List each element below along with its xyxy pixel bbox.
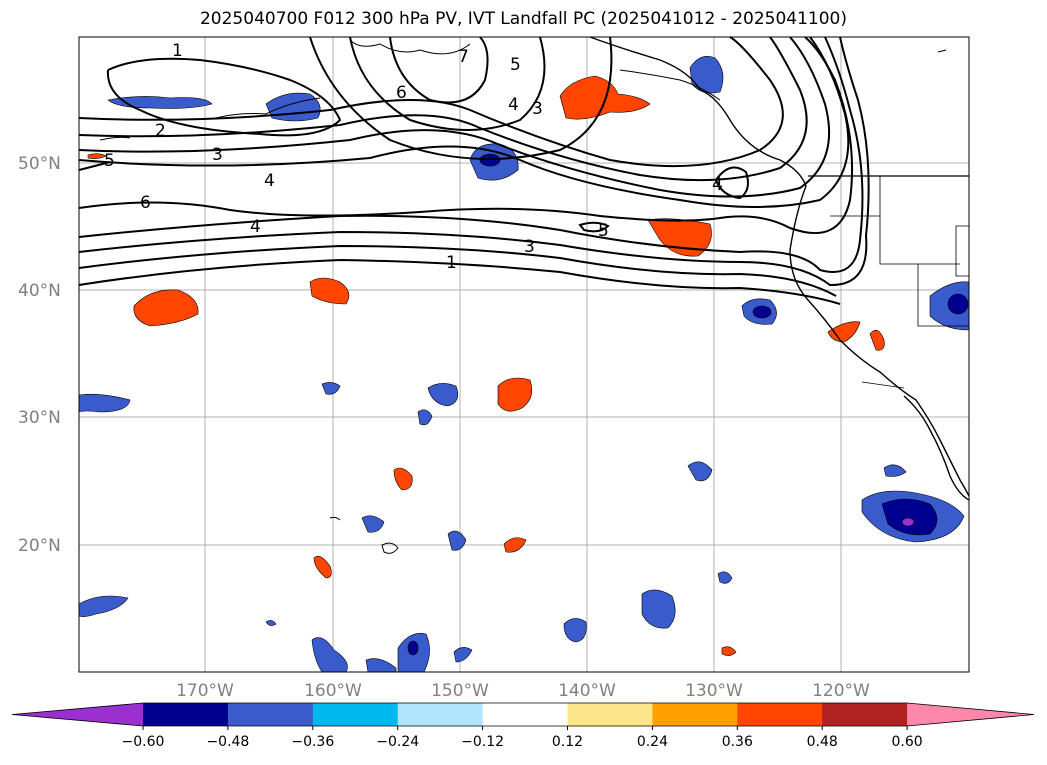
lon-label: 150°W	[431, 681, 489, 701]
contour-label: 3	[524, 237, 535, 257]
colorbar-segment	[143, 703, 229, 726]
contour-label: 4	[508, 95, 519, 115]
lon-label: 160°W	[304, 681, 362, 701]
colorbar-segment	[312, 703, 399, 726]
colorbar-tick-label: 0.12	[552, 734, 583, 750]
colorbar-tick-label: −0.48	[206, 734, 249, 750]
lon-label: 130°W	[685, 681, 743, 701]
contour-label: 1	[172, 41, 183, 61]
contour-label: 3	[212, 145, 223, 165]
contour-label: 6	[140, 193, 151, 213]
contour-label: 4	[250, 217, 261, 237]
map-title: 2025040700 F012 300 hPa PV, IVT Landfall…	[199, 9, 847, 29]
lon-label: 140°W	[558, 681, 616, 701]
contour-label: 5	[104, 151, 115, 171]
colorbar-segment	[567, 703, 653, 726]
contour-label: 5	[510, 55, 521, 75]
colorbar-tick-label: 0.48	[807, 734, 838, 750]
latitude-labels: 50°N 40°N 30°N 20°N	[18, 154, 61, 556]
negative-anomaly-areas	[78, 56, 970, 673]
colorbar-tick-label: −0.12	[461, 734, 504, 750]
colorbar	[11, 702, 1035, 727]
lat-label: 50°N	[18, 154, 61, 174]
contour-label: 6	[396, 83, 407, 103]
colorbar-segment	[822, 703, 908, 726]
graticule	[79, 37, 969, 672]
lat-label: 40°N	[18, 281, 61, 301]
colorbar-tick-label: 0.36	[722, 734, 753, 750]
colorbar-tick-label: −0.60	[122, 734, 165, 750]
colorbar-segment	[397, 703, 484, 726]
colorbar-tick-label: −0.24	[376, 734, 419, 750]
colorbar-segment	[737, 703, 823, 726]
colorbar-segment	[652, 703, 738, 726]
colorbar-tick-label: 0.60	[892, 734, 923, 750]
pv-contours	[78, 36, 870, 305]
colorbar-tick-label: 0.24	[637, 734, 668, 750]
colorbar-segment	[227, 703, 314, 726]
contour-label: 3	[532, 99, 543, 119]
lat-label: 30°N	[18, 408, 61, 428]
lon-label: 120°W	[812, 681, 870, 701]
lon-label: 170°W	[176, 681, 234, 701]
contour-label: 7	[458, 47, 469, 67]
contour-label: 1	[446, 253, 457, 273]
colorbar-tick-label: −0.36	[291, 734, 334, 750]
colorbar-segment	[907, 703, 1034, 726]
map-panel	[78, 36, 970, 673]
lat-label: 20°N	[18, 536, 61, 556]
pv-contour-labels: 1 2 3 4 5 6 4 3 1 3 4 5 6 7 5 4	[104, 41, 723, 273]
colorbar-ticks: −0.60 −0.48 −0.36 −0.24 −0.12 0.12 0.24 0.36 0.4…	[122, 726, 923, 750]
contour-label: 5	[598, 221, 609, 241]
contour-label: 2	[155, 121, 166, 141]
colorbar-segment	[12, 703, 143, 726]
contour-label: 4	[264, 171, 275, 191]
longitude-labels: 170°W 160°W 150°W 140°W 130°W 120°W	[176, 681, 870, 701]
colorbar-segment	[482, 703, 568, 726]
contour-label: 4	[712, 175, 723, 195]
